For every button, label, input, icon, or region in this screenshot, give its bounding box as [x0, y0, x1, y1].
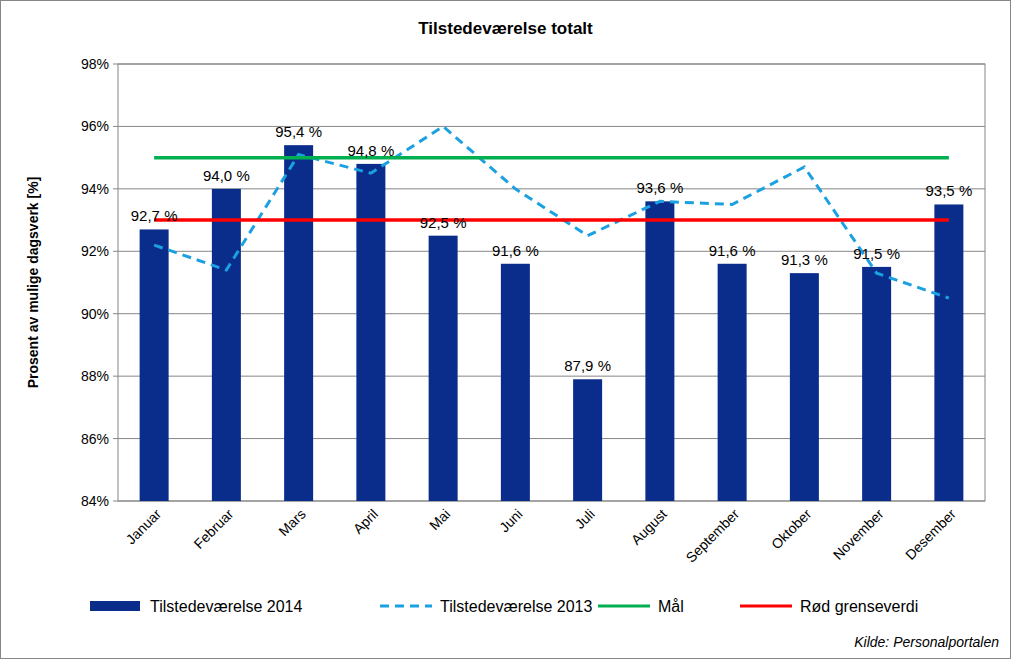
bar: [573, 379, 602, 501]
legend-swatch: [90, 601, 140, 611]
tick-label: 84%: [81, 493, 109, 509]
tick-mark: [113, 64, 118, 65]
category-label: September: [683, 506, 743, 566]
category-label: Mars: [275, 506, 308, 539]
bar: [284, 145, 313, 501]
legend-label: Rød grenseverdi: [800, 598, 918, 615]
category-label: Oktober: [768, 506, 815, 553]
category-label: Juli: [572, 506, 598, 532]
tick-mark: [113, 313, 118, 314]
bar: [429, 236, 458, 501]
line: [154, 126, 949, 298]
legend-swatch: [598, 605, 650, 608]
grid-line: [118, 438, 985, 439]
category-label: Januar: [123, 506, 165, 548]
grid-line: [118, 313, 985, 314]
grid-line: [118, 64, 985, 65]
legend: Tilstedeværelse 2014 Tilstedeværelse 2013…: [90, 598, 918, 615]
frame: [1, 1, 1011, 659]
plot-area: [118, 64, 985, 501]
tick-label: 88%: [81, 368, 109, 384]
data-label: 91,6 %: [709, 242, 756, 259]
legend-label: Tilstedeværelse 2014: [150, 598, 302, 615]
source: Kilde: Personalportalen: [854, 634, 999, 650]
data-label: 91,6 %: [492, 242, 539, 259]
legend-label: Mål: [658, 598, 684, 615]
data-labels: 92,7 % 94,0 % 95,4 % 94,8 % 92,5 % 91,6 % 87,9…: [131, 123, 972, 374]
tick-mark: [113, 126, 118, 127]
legend-swatch: [380, 605, 432, 608]
data-label: 93,5 %: [926, 182, 973, 199]
data-label: 94,0 %: [203, 167, 250, 184]
tick-label: 92%: [81, 243, 109, 259]
bar: [934, 204, 963, 501]
bar: [862, 267, 891, 501]
bar: [212, 189, 241, 501]
legend-swatch: [740, 605, 792, 608]
tick-label: 98%: [81, 56, 109, 72]
data-label: 93,6 %: [637, 179, 684, 196]
grid-line: [118, 188, 985, 189]
tick-mark: [113, 376, 118, 377]
legend-label: Tilstedeværelse 2013: [440, 598, 592, 615]
axis-label: Prosent av mulige dagsverk [%]: [25, 177, 41, 389]
data-label: 94,8 %: [348, 142, 395, 159]
category-label: Desember: [902, 506, 959, 563]
tick-mark: [113, 251, 118, 252]
data-label: 95,4 %: [275, 123, 322, 140]
chart: Tilstedeværelse totalt 84% 86% 88% 90% 92% 94%…: [0, 0, 1011, 659]
tick-label: 96%: [81, 118, 109, 134]
category-label: November: [830, 506, 887, 563]
category-label: August: [628, 506, 670, 548]
title: Tilstedeværelse totalt: [418, 19, 593, 38]
marks: [140, 126, 964, 501]
line: [154, 156, 949, 160]
category-label: Juni: [496, 506, 525, 535]
tick-label: 90%: [81, 306, 109, 322]
grid-line: [118, 376, 985, 377]
line: [154, 218, 949, 222]
tick-mark: [113, 438, 118, 439]
tick-mark: [113, 188, 118, 189]
tick-label: 94%: [81, 181, 109, 197]
grid-line: [118, 501, 985, 502]
data-label: 87,9 %: [564, 357, 611, 374]
category-label: April: [350, 506, 381, 537]
data-label: 92,5 %: [420, 214, 467, 231]
tick-mark: [113, 501, 118, 502]
bar: [645, 201, 674, 501]
tick-label: 86%: [81, 431, 109, 447]
category-label: Februar: [191, 506, 237, 552]
data-label: 92,7 %: [131, 207, 178, 224]
bar: [356, 164, 385, 501]
data-label: 91,3 %: [781, 251, 828, 268]
category-label: Mai: [426, 506, 453, 533]
grid-line: [118, 126, 985, 127]
bar: [718, 264, 747, 501]
bar: [140, 229, 169, 501]
bar: [790, 273, 819, 501]
bar: [501, 264, 530, 501]
data-label: 91,5 %: [853, 245, 900, 262]
